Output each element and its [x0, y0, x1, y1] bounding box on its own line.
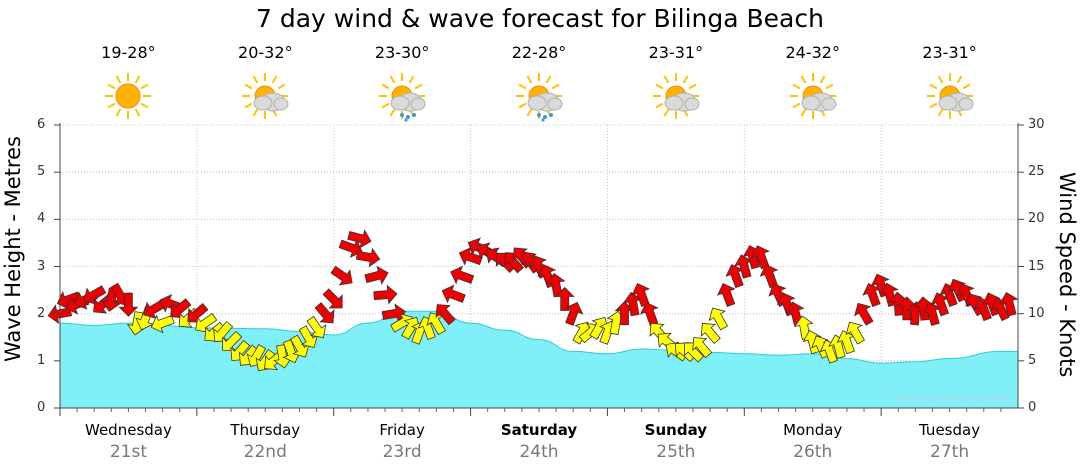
left-tick-label: 5	[37, 164, 46, 180]
wind-arrow	[564, 301, 584, 326]
day-temp-range: 23-30°	[374, 43, 430, 62]
day-date-label: 22nd	[243, 442, 287, 462]
wind-arrow	[441, 284, 466, 304]
wind-arrow	[708, 307, 729, 331]
chart-axes	[54, 123, 1024, 416]
day-date-label: 25th	[656, 442, 696, 462]
day-name-label: Tuesday	[919, 421, 981, 439]
day-date-label: 21st	[109, 442, 147, 462]
wind-arrow	[845, 321, 866, 345]
left-tick-label: 1	[37, 352, 46, 368]
wind-arrow	[355, 247, 381, 268]
day-date-label: 24th	[519, 442, 559, 462]
wind-arrow	[716, 282, 736, 308]
right-tick-label: 5	[1028, 352, 1037, 368]
wind-arrow	[503, 252, 524, 274]
wind-arrow	[118, 292, 139, 317]
day-temp-range: 20-32°	[238, 43, 293, 62]
wind-arrow	[450, 265, 475, 285]
wind-arrow	[692, 337, 713, 359]
wind-arrow	[298, 325, 319, 349]
wind-arrow	[330, 265, 353, 286]
right-tick-label: 25	[1028, 164, 1045, 180]
left-tick-label: 0	[37, 400, 46, 415]
right-tick-label: 20	[1028, 211, 1045, 227]
wind-arrow	[930, 292, 950, 317]
day-name-label: Wednesday	[85, 421, 172, 439]
wind-arrow	[734, 254, 754, 279]
left-tick-label: 3	[37, 258, 46, 274]
right-tick-label: 30	[1028, 117, 1045, 132]
wind-arrow	[289, 334, 310, 358]
sun-cloud-rain-icon	[513, 70, 565, 122]
partly-cloudy-icon	[239, 70, 291, 122]
day-temp-range: 22-28°	[511, 43, 567, 62]
partly-cloudy-icon	[924, 70, 976, 122]
wind-arrow	[347, 229, 372, 249]
wind-arrow	[684, 342, 705, 363]
partly-cloudy-icon	[650, 70, 702, 122]
wind-arrow	[143, 299, 167, 319]
chart-title: 7 day wind & wave forecast for Bilinga B…	[256, 4, 824, 33]
sun-cloud-rain-icon	[376, 70, 428, 122]
partly-cloudy-icon	[787, 70, 839, 122]
credit-text: www.seabreeze.com.au	[893, 393, 1012, 404]
wind-arrow	[751, 245, 770, 270]
day-name-label: Sunday	[644, 421, 708, 439]
day-temp-range: 24-32°	[785, 43, 840, 62]
day-temp-range: 19-28°	[101, 43, 156, 62]
wind-arrow	[150, 314, 175, 334]
wind-arrow	[222, 330, 243, 351]
wind-arrow	[631, 282, 651, 308]
wind-arrow	[338, 239, 363, 258]
wind-arrow	[213, 320, 234, 343]
wind-arrow	[435, 304, 456, 326]
wind-arrow	[639, 301, 659, 326]
wind-arrow	[83, 285, 107, 305]
wind-arrows	[47, 229, 1019, 372]
day-name-label: Saturday	[500, 421, 578, 439]
left-tick-label: 2	[37, 305, 46, 321]
wind-arrow	[700, 322, 721, 345]
day-date-label: 27th	[930, 442, 970, 462]
wind-arrow	[622, 291, 643, 317]
wind-arrow	[322, 288, 343, 309]
wind-arrow	[725, 264, 745, 289]
day-name-label: Thursday	[230, 421, 301, 439]
wind-arrow	[759, 264, 779, 289]
day-temp-range: 23-31°	[922, 43, 977, 62]
left-tick-label: 6	[37, 117, 46, 132]
left-tick-label: 4	[37, 211, 46, 227]
wind-arrow	[364, 265, 389, 285]
wind-arrow	[373, 284, 398, 305]
wind-arrow	[306, 315, 327, 339]
sun-icon	[102, 70, 154, 122]
day-date-label: 26th	[793, 442, 833, 462]
day-date-label: 23rd	[382, 442, 422, 462]
right-tick-label: 10	[1028, 305, 1045, 321]
day-temp-range: 23-31°	[648, 43, 704, 62]
right-tick-label: 15	[1028, 258, 1045, 274]
wind-arrow	[999, 292, 1019, 317]
day-name-label: Friday	[379, 421, 425, 439]
wind-arrow	[314, 302, 335, 324]
wind-arrow	[862, 282, 882, 308]
day-name-label: Monday	[783, 421, 843, 439]
right-tick-label: 0	[1028, 400, 1037, 415]
wind-arrow	[854, 302, 874, 326]
wind-arrow	[922, 301, 942, 326]
wind-arrow	[913, 296, 934, 321]
